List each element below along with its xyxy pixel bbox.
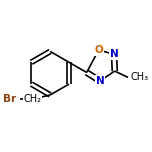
Text: CH₂: CH₂	[24, 94, 42, 104]
Text: N: N	[96, 76, 104, 86]
Text: CH₃: CH₃	[131, 72, 149, 82]
Text: Br: Br	[3, 94, 16, 104]
Text: O: O	[94, 45, 103, 55]
Text: N: N	[110, 49, 118, 59]
